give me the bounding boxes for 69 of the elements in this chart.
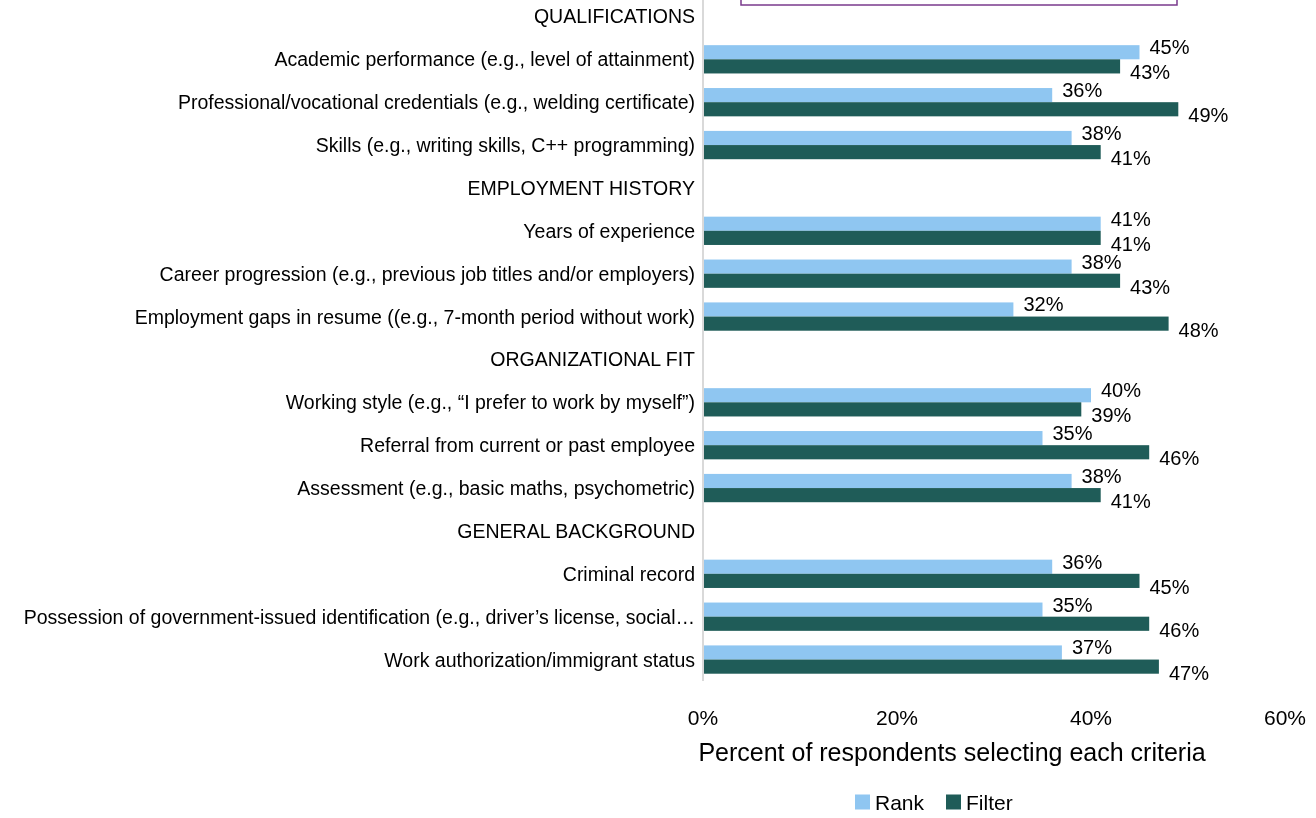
y-tick-label: Professional/vocational credentials (e.g., welding certificate) [177, 91, 695, 114]
data-label: 48% [1178, 318, 1219, 341]
y-tick-label: Career progression (e.g., previous job titles and/or employers) [159, 262, 695, 285]
bar [703, 645, 1062, 660]
y-tick-label: EMPLOYMENT HISTORY [467, 176, 695, 199]
bar [703, 259, 1072, 274]
y-tick-label: Years of experience [523, 219, 695, 242]
bar [703, 431, 1043, 446]
y-tick-label: GENERAL BACKGROUND [457, 519, 695, 542]
bar [703, 659, 1159, 674]
x-tick-label: 0% [687, 705, 719, 729]
legend-label: Filter [966, 790, 1013, 814]
y-tick-label: QUALIFICATIONS [533, 5, 695, 28]
data-label: 40% [1101, 379, 1142, 402]
bar [703, 559, 1053, 574]
x-tick-label: 40% [1069, 705, 1113, 729]
y-tick-label: Academic performance (e.g., level of attainment) [274, 48, 695, 71]
bar [703, 102, 1179, 117]
data-label: 47% [1168, 661, 1210, 684]
data-label: 45% [1149, 36, 1190, 59]
y-tick-label: Employment gaps in resume ((e.g., 7-month period without work) [134, 305, 695, 328]
data-label: 41% [1110, 207, 1151, 230]
data-label: 45% [1149, 575, 1190, 598]
data-label: 36% [1062, 550, 1103, 573]
bar [703, 145, 1101, 160]
legend-label: Rank [875, 790, 925, 814]
data-label: 43% [1130, 61, 1171, 84]
data-label: 35% [1052, 422, 1093, 445]
data-label: 49% [1188, 104, 1229, 127]
data-label: 38% [1081, 121, 1122, 144]
bar [703, 488, 1101, 503]
data-label: 46% [1159, 618, 1200, 641]
data-label: 43% [1130, 275, 1171, 298]
y-tick-label: Working style (e.g., “I prefer to work by myself”) [285, 391, 695, 414]
bar [703, 88, 1053, 103]
y-tick-label: Possession of government-issued identification (e.g., driver’s license, social… [23, 605, 695, 628]
data-label: 37% [1071, 636, 1113, 659]
x-axis-title: Percent of respondents selecting each criteria [698, 738, 1206, 766]
data-label: 38% [1081, 464, 1122, 487]
bar [703, 273, 1121, 288]
bar [703, 316, 1169, 331]
bar [703, 59, 1121, 74]
bar [703, 216, 1101, 231]
data-label: 39% [1091, 404, 1132, 427]
bar [703, 573, 1140, 588]
y-tick-label: Skills (e.g., writing skills, C++ programming) [315, 134, 695, 157]
x-tick-label: 20% [875, 705, 919, 729]
data-label: 41% [1110, 147, 1151, 170]
bar [703, 130, 1072, 146]
bar [703, 302, 1014, 317]
data-label: 32% [1023, 293, 1064, 316]
bar [703, 602, 1043, 617]
bar [703, 445, 1150, 460]
bar [703, 230, 1101, 245]
bar [703, 473, 1072, 489]
y-tick-label: ORGANIZATIONAL FIT [490, 348, 696, 371]
data-label: 46% [1159, 447, 1200, 470]
y-tick-label: Referral from current or past employee [360, 434, 695, 457]
data-label: 35% [1052, 593, 1093, 616]
y-tick-label: Criminal record [562, 562, 695, 585]
x-tick-label: 60% [1263, 705, 1307, 729]
bar [703, 388, 1091, 403]
y-tick-label: Assessment (e.g., basic maths, psychometric) [297, 477, 695, 500]
data-label: 36% [1062, 79, 1103, 102]
y-tick-label: Work authorization/immigrant status [384, 648, 696, 671]
bar [703, 45, 1140, 60]
bar [703, 616, 1150, 631]
bar [703, 402, 1082, 417]
data-label: 41% [1110, 490, 1151, 513]
